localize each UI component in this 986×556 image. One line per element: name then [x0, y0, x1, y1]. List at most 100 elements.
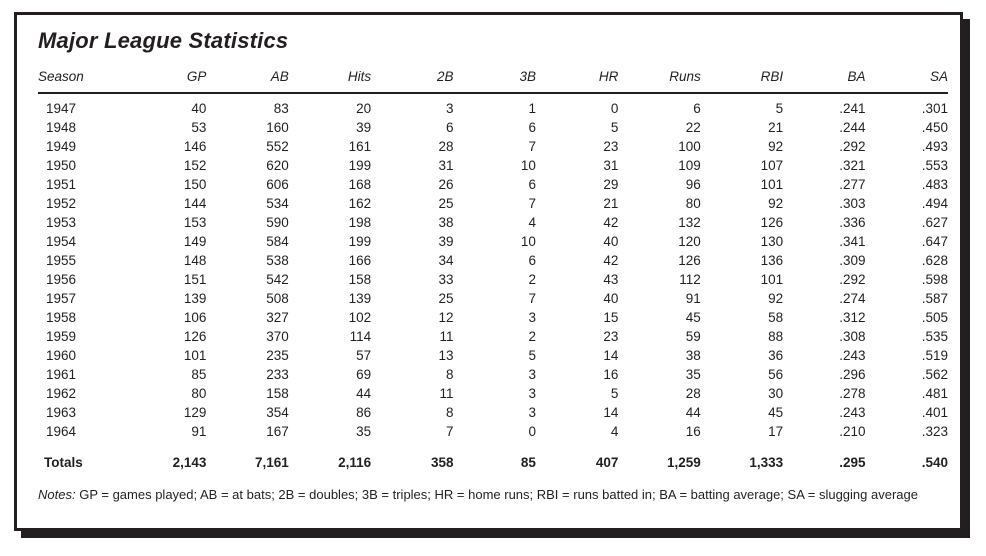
cell: 0 [528, 424, 536, 439]
cell: 31 [603, 158, 619, 173]
cell: .277 [839, 177, 866, 192]
cell: .483 [921, 177, 948, 192]
cell: .321 [839, 158, 866, 173]
cell: 150 [183, 177, 207, 192]
cell: .309 [839, 253, 866, 268]
cell: .535 [921, 329, 948, 344]
cell: 1954 [46, 234, 77, 249]
cell: 17 [768, 424, 784, 439]
cell: 2 [528, 272, 536, 287]
cell: .296 [839, 367, 866, 382]
cell: 3 [528, 405, 536, 420]
cell: .292 [839, 272, 866, 287]
cell: .562 [921, 367, 948, 382]
cell: 38 [438, 215, 454, 230]
totals-row: Totals 2,143 7,161 2,116 358 85 407 1,259 1,333.… [38, 441, 948, 472]
cell: .301 [921, 101, 948, 116]
cell: 153 [183, 215, 207, 230]
cell: .505 [921, 310, 948, 325]
cell: 534 [266, 196, 289, 211]
cell: 1952 [46, 196, 77, 211]
cell: .627 [921, 215, 948, 230]
cell: .241 [839, 101, 866, 116]
notes-label: Notes: [38, 487, 76, 502]
cell: 40 [603, 291, 619, 306]
stats-table: Season GP AB Hits 2B 3B HR Runs RBI BA SA 1947 40 83… [38, 69, 948, 472]
cell: 22 [685, 120, 701, 135]
cell: 2 [528, 329, 536, 344]
cell: 132 [678, 215, 701, 230]
cell: 91 [191, 424, 207, 439]
table-row: 1955 148 538 166 34 6 42 126 136 .309 .628 [38, 251, 948, 270]
table-row: 1958 106 327 102 12 3 15 45 58 .312 .505 [38, 308, 948, 327]
column-header: AB [206, 69, 289, 94]
cell: 4 [610, 424, 619, 439]
cell: 4 [528, 215, 536, 230]
cell: 0 [610, 101, 619, 116]
cell: 30 [768, 386, 784, 401]
cell: 1959 [46, 329, 77, 344]
cell: 53 [191, 120, 207, 135]
cell: .308 [839, 329, 866, 344]
cell: 6 [446, 120, 454, 135]
cell: 126 [183, 329, 207, 344]
cell: 149 [183, 234, 207, 249]
column-header: RBI [700, 69, 784, 94]
cell: .278 [839, 386, 866, 401]
cell: 198 [348, 215, 372, 230]
cell: 85 [191, 367, 207, 382]
cell: 86 [356, 405, 372, 420]
cell: 59 [685, 329, 701, 344]
header-row: Season GP AB Hits 2B 3B HR Runs RBI BA SA [38, 69, 948, 94]
cell: 144 [183, 196, 207, 211]
cell: Totals [44, 455, 83, 470]
cell: 43 [603, 272, 619, 287]
cell: .540 [921, 455, 948, 470]
cell: 34 [438, 253, 454, 268]
cell: 151 [183, 272, 207, 287]
cell: 130 [760, 234, 784, 249]
cell: 6 [528, 253, 536, 268]
cell: .303 [839, 196, 866, 211]
cell: 160 [266, 120, 289, 135]
cell: 1956 [46, 272, 77, 287]
cell: 7,161 [254, 455, 289, 470]
cell: .587 [921, 291, 948, 306]
cell: 102 [348, 310, 372, 325]
cell: 35 [685, 367, 701, 382]
cell: 16 [685, 424, 701, 439]
cell: 3 [528, 367, 536, 382]
cell: 162 [348, 196, 372, 211]
table-row: 1952 144 534 162 25 7 21 80 92 .303 .494 [38, 194, 948, 213]
cell: 542 [266, 272, 289, 287]
cell: 33 [438, 272, 454, 287]
cell: 91 [685, 291, 701, 306]
column-header: HR [535, 69, 619, 94]
cell: 8 [446, 405, 454, 420]
cell: 235 [266, 348, 289, 363]
cell: 42 [603, 215, 619, 230]
cell: 167 [266, 424, 289, 439]
cell: 5 [528, 348, 536, 363]
cell: 92 [768, 139, 784, 154]
cell: 1,259 [666, 455, 701, 470]
cell: 1964 [46, 424, 77, 439]
cell: 7 [528, 196, 536, 211]
cell: 10 [520, 234, 536, 249]
cell: .295 [839, 455, 866, 470]
cell: 10 [520, 158, 536, 173]
cell: 1 [528, 101, 536, 116]
table-row: 1957 139 508 139 25 7 40 91 92 .274 .587 [38, 289, 948, 308]
cell: 57 [356, 348, 372, 363]
cell: .243 [839, 348, 866, 363]
cell: 1958 [46, 310, 77, 325]
cell: 233 [266, 367, 289, 382]
cell: 80 [685, 196, 701, 211]
cell: 199 [348, 234, 372, 249]
cell: .481 [921, 386, 948, 401]
table-row: 1949 146 552 161 28 7 23 100 92 .292 .493 [38, 137, 948, 156]
cell: 2,143 [172, 455, 207, 470]
cell: 25 [438, 291, 454, 306]
cell: 161 [348, 139, 372, 154]
table-row: 1951 150 606 168 26 6 29 96 101 .277 .483 [38, 175, 948, 194]
